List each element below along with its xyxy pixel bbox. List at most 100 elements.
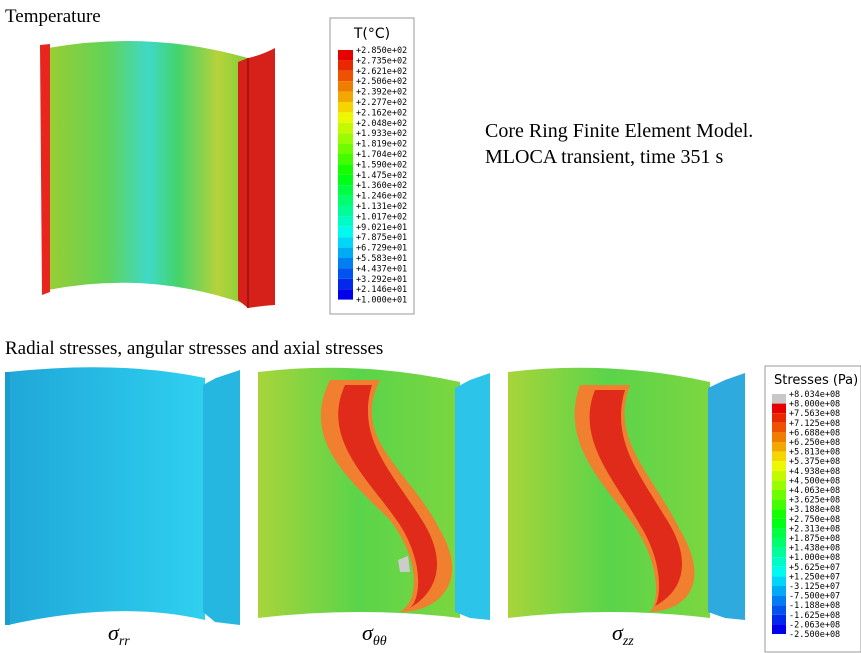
- legend-label: +4.063e+08: [789, 486, 840, 496]
- legend-label: +8.000e+08: [789, 400, 840, 410]
- legend-label: +7.875e+01: [356, 233, 407, 243]
- legend-label: +2.750e+08: [789, 515, 840, 525]
- legend-label: +1.246e+02: [356, 192, 407, 202]
- legend-swatch: [772, 471, 786, 481]
- legend-swatch: [338, 206, 353, 216]
- legend-swatch: [338, 164, 353, 174]
- legend-swatch: [772, 576, 786, 586]
- legend-label: +2.048e+02: [356, 119, 407, 129]
- legend-swatch: [338, 289, 353, 299]
- legend-label: +2.506e+02: [356, 77, 407, 87]
- legend-label: +4.938e+08: [789, 467, 840, 477]
- legend-label: +3.625e+08: [789, 496, 840, 506]
- legend-swatch: [338, 112, 353, 122]
- legend-swatch: [772, 509, 786, 519]
- legend-label: -7.500e+07: [789, 592, 840, 602]
- legend-swatch: [772, 500, 786, 510]
- legend-swatch: [338, 154, 353, 164]
- legend-swatch: [338, 196, 353, 206]
- angular-stress-model: [258, 368, 490, 620]
- legend-swatch: [772, 519, 786, 529]
- legend-label: +1.000e+01: [356, 296, 407, 306]
- legend-label: +1.875e+08: [789, 534, 840, 544]
- legend-label: -1.188e+08: [789, 601, 840, 611]
- legend-label: -2.500e+08: [789, 630, 840, 640]
- legend-swatch: [772, 461, 786, 471]
- panel-title: Radial stresses, angular stresses and ax…: [5, 338, 383, 359]
- legend-swatch: [338, 133, 353, 143]
- legend-label: +5.625e+07: [789, 563, 840, 573]
- legend-swatch: [338, 227, 353, 237]
- legend-label: +1.360e+02: [356, 181, 407, 191]
- legend-swatch: [338, 175, 353, 185]
- legend-label: -2.063e+08: [789, 620, 840, 630]
- legend-swatch: [772, 394, 786, 404]
- legend-swatch: [338, 81, 353, 91]
- legend-swatch: [338, 185, 353, 195]
- stress-caption: σrr: [108, 620, 130, 649]
- legend-swatch: [772, 480, 786, 490]
- legend-swatch: [772, 567, 786, 577]
- legend-label: +6.688e+08: [789, 428, 840, 438]
- legend-label: +4.500e+08: [789, 476, 840, 486]
- legend-swatch: [772, 605, 786, 615]
- legend-swatch: [338, 216, 353, 226]
- legend-swatch: [772, 452, 786, 462]
- legend-label: +5.375e+08: [789, 457, 840, 467]
- legend-label: +1.131e+02: [356, 202, 407, 212]
- legend-label: +1.475e+02: [356, 171, 407, 181]
- legend-label: +1.590e+02: [356, 160, 407, 170]
- legend-label: +2.735e+02: [356, 56, 407, 66]
- legend-label: -3.125e+07: [789, 582, 840, 592]
- caption-subscript: rr: [119, 634, 130, 649]
- legend-swatch: [772, 490, 786, 500]
- legend-label: +7.125e+08: [789, 419, 840, 429]
- caption-subscript: zz: [622, 634, 634, 649]
- axial-stress-model: [508, 368, 745, 620]
- legend-swatch: [338, 279, 353, 289]
- legend-swatch: [772, 404, 786, 414]
- figure: Temperature T(°C) +2.850e+02+2.735e+02+2…: [0, 0, 861, 653]
- caption-subscript: θθ: [373, 634, 387, 649]
- legend-swatch: [338, 102, 353, 112]
- legend-swatch: [338, 144, 353, 154]
- legend-swatch: [772, 423, 786, 433]
- radial-stress-model: [5, 367, 240, 625]
- legend-swatch: [772, 538, 786, 548]
- legend-label: +1.250e+07: [789, 572, 840, 582]
- legend-swatch: [772, 528, 786, 538]
- legend-swatch: [338, 237, 353, 247]
- legend-swatch: [772, 557, 786, 567]
- panel-title: Temperature: [5, 6, 101, 27]
- legend-label: +3.188e+08: [789, 505, 840, 515]
- stress-caption: σzz: [612, 620, 634, 649]
- legend-swatch: [772, 432, 786, 442]
- description-line: MLOCA transient, time 351 s: [485, 146, 724, 168]
- legend-swatch: [772, 615, 786, 625]
- temperature-model: [40, 41, 275, 308]
- legend-swatch: [338, 92, 353, 102]
- legend-label: +2.621e+02: [356, 67, 407, 77]
- legend-label: +2.277e+02: [356, 98, 407, 108]
- legend-label: +1.438e+08: [789, 544, 840, 554]
- legend-label: +1.017e+02: [356, 212, 407, 222]
- legend-label: +5.813e+08: [789, 448, 840, 458]
- legend-swatch: [338, 123, 353, 133]
- legend-label: +6.250e+08: [789, 438, 840, 448]
- legend-swatch: [338, 50, 353, 60]
- legend-label: +1.704e+02: [356, 150, 407, 160]
- legend-label: +2.146e+01: [356, 285, 407, 295]
- legend-label: +6.729e+01: [356, 244, 407, 254]
- legend-swatch: [772, 624, 786, 634]
- legend-label: +5.583e+01: [356, 254, 407, 264]
- legend-label: +1.000e+08: [789, 553, 840, 563]
- legend-swatch: [772, 413, 786, 423]
- legend-label: +9.021e+01: [356, 223, 407, 233]
- legend-swatch: [772, 548, 786, 558]
- legend-label: +4.437e+01: [356, 264, 407, 274]
- legend-swatch: [772, 442, 786, 452]
- legend-swatch: [772, 586, 786, 596]
- legend-swatch: [338, 258, 353, 268]
- legend-label: +2.392e+02: [356, 88, 407, 98]
- legend-label: +2.850e+02: [356, 46, 407, 56]
